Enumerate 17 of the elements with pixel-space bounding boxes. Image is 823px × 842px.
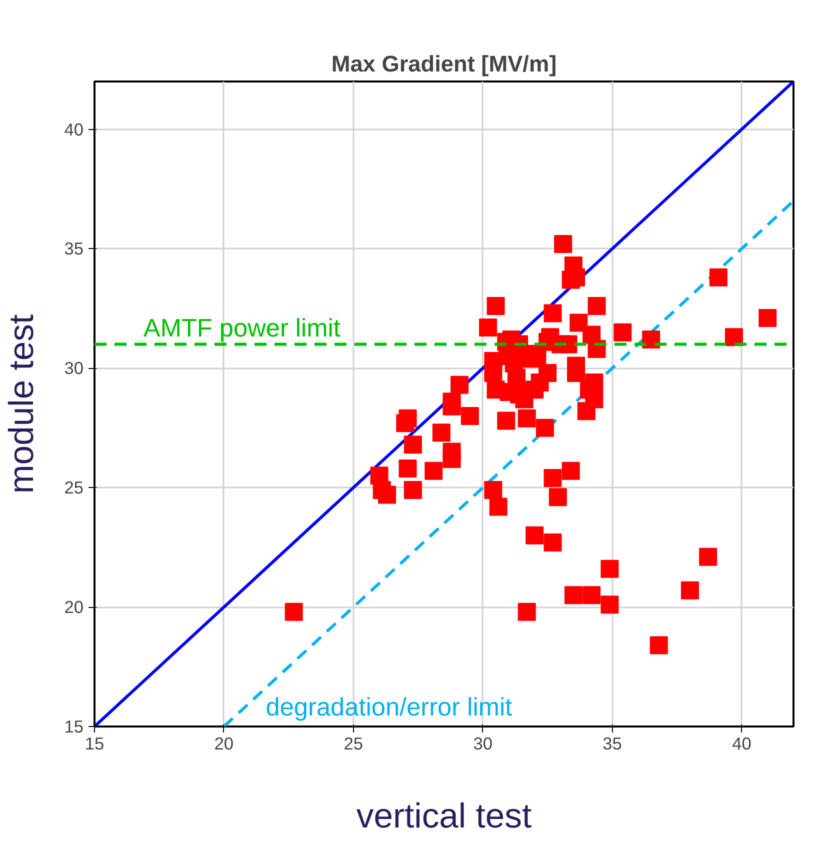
- x-tick-label: 30: [473, 734, 492, 754]
- x-tick-label: 20: [214, 734, 234, 754]
- chart-title: Max Gradient [MV/m]: [331, 50, 557, 76]
- x-tick-label: 35: [602, 734, 622, 754]
- ref-line-label: AMTF power limit: [143, 314, 340, 342]
- y-tick-label: 40: [64, 119, 84, 140]
- y-tick-label: 30: [64, 358, 84, 378]
- y-axis-title: module test: [3, 314, 42, 494]
- x-axis-title: vertical test: [356, 798, 532, 836]
- y-tick-label: 25: [64, 478, 84, 498]
- y-tick-label: 15: [64, 716, 84, 736]
- y-tick-label: 35: [64, 238, 84, 259]
- x-tick-label: 15: [84, 734, 104, 754]
- x-tick-label: 40: [732, 734, 752, 754]
- y-tick-label: 20: [64, 597, 84, 618]
- x-tick-label: 25: [344, 734, 364, 754]
- annotation: degradation/error limit: [266, 693, 512, 722]
